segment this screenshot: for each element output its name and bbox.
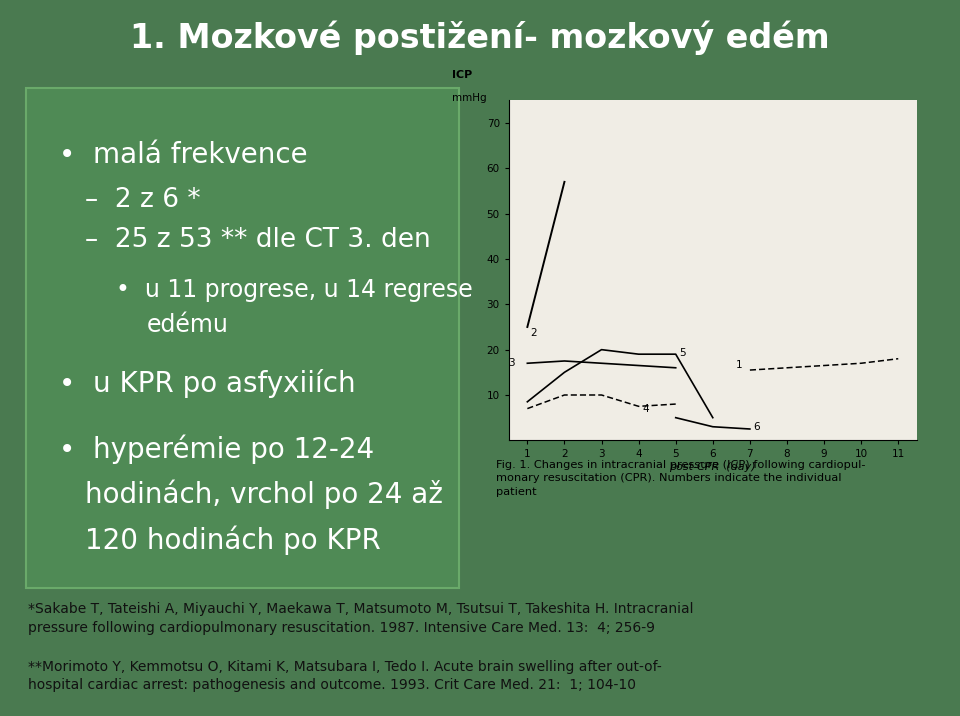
Text: mmHg: mmHg (451, 93, 487, 103)
Text: 1: 1 (736, 359, 742, 369)
Text: *Sakabe T, Tateishi A, Miyauchi Y, Maekawa T, Matsumoto M, Tsutsui T, Takeshita : *Sakabe T, Tateishi A, Miyauchi Y, Maeka… (29, 602, 694, 634)
Text: 6: 6 (754, 422, 760, 432)
Text: 120 hodinách po KPR: 120 hodinách po KPR (85, 525, 381, 555)
Text: Fig. 1. Changes in intracranial pressure (ICP) following cardiopul-
monary resus: Fig. 1. Changes in intracranial pressure… (495, 460, 865, 496)
X-axis label: post-CPR  (day): post-CPR (day) (669, 462, 756, 472)
Text: 5: 5 (680, 349, 686, 359)
Text: ICP: ICP (451, 69, 472, 79)
Text: edému: edému (146, 313, 228, 337)
Text: •  hyperémie po 12-24: • hyperémie po 12-24 (59, 434, 374, 464)
Text: •  u 11 progrese, u 14 regrese: • u 11 progrese, u 14 regrese (116, 278, 472, 301)
Text: hodinách, vrchol po 24 až: hodinách, vrchol po 24 až (85, 480, 444, 509)
Text: 1. Mozkové postižení- mozkový edém: 1. Mozkové postižení- mozkový edém (131, 20, 829, 55)
Text: –  2 z 6 *: – 2 z 6 * (85, 187, 201, 213)
Text: –  25 z 53 ** dle CT 3. den: – 25 z 53 ** dle CT 3. den (85, 227, 431, 253)
Text: 2: 2 (530, 328, 537, 338)
Text: •  malá frekvence: • malá frekvence (59, 142, 307, 170)
Text: 3: 3 (508, 357, 515, 367)
Text: **Morimoto Y, Kemmotsu O, Kitami K, Matsubara I, Tedo I. Acute brain swelling af: **Morimoto Y, Kemmotsu O, Kitami K, Mats… (29, 660, 662, 692)
Text: 4: 4 (642, 404, 649, 414)
FancyBboxPatch shape (26, 89, 459, 588)
Text: •  u KPR po asfyxiiích: • u KPR po asfyxiiích (59, 369, 355, 397)
